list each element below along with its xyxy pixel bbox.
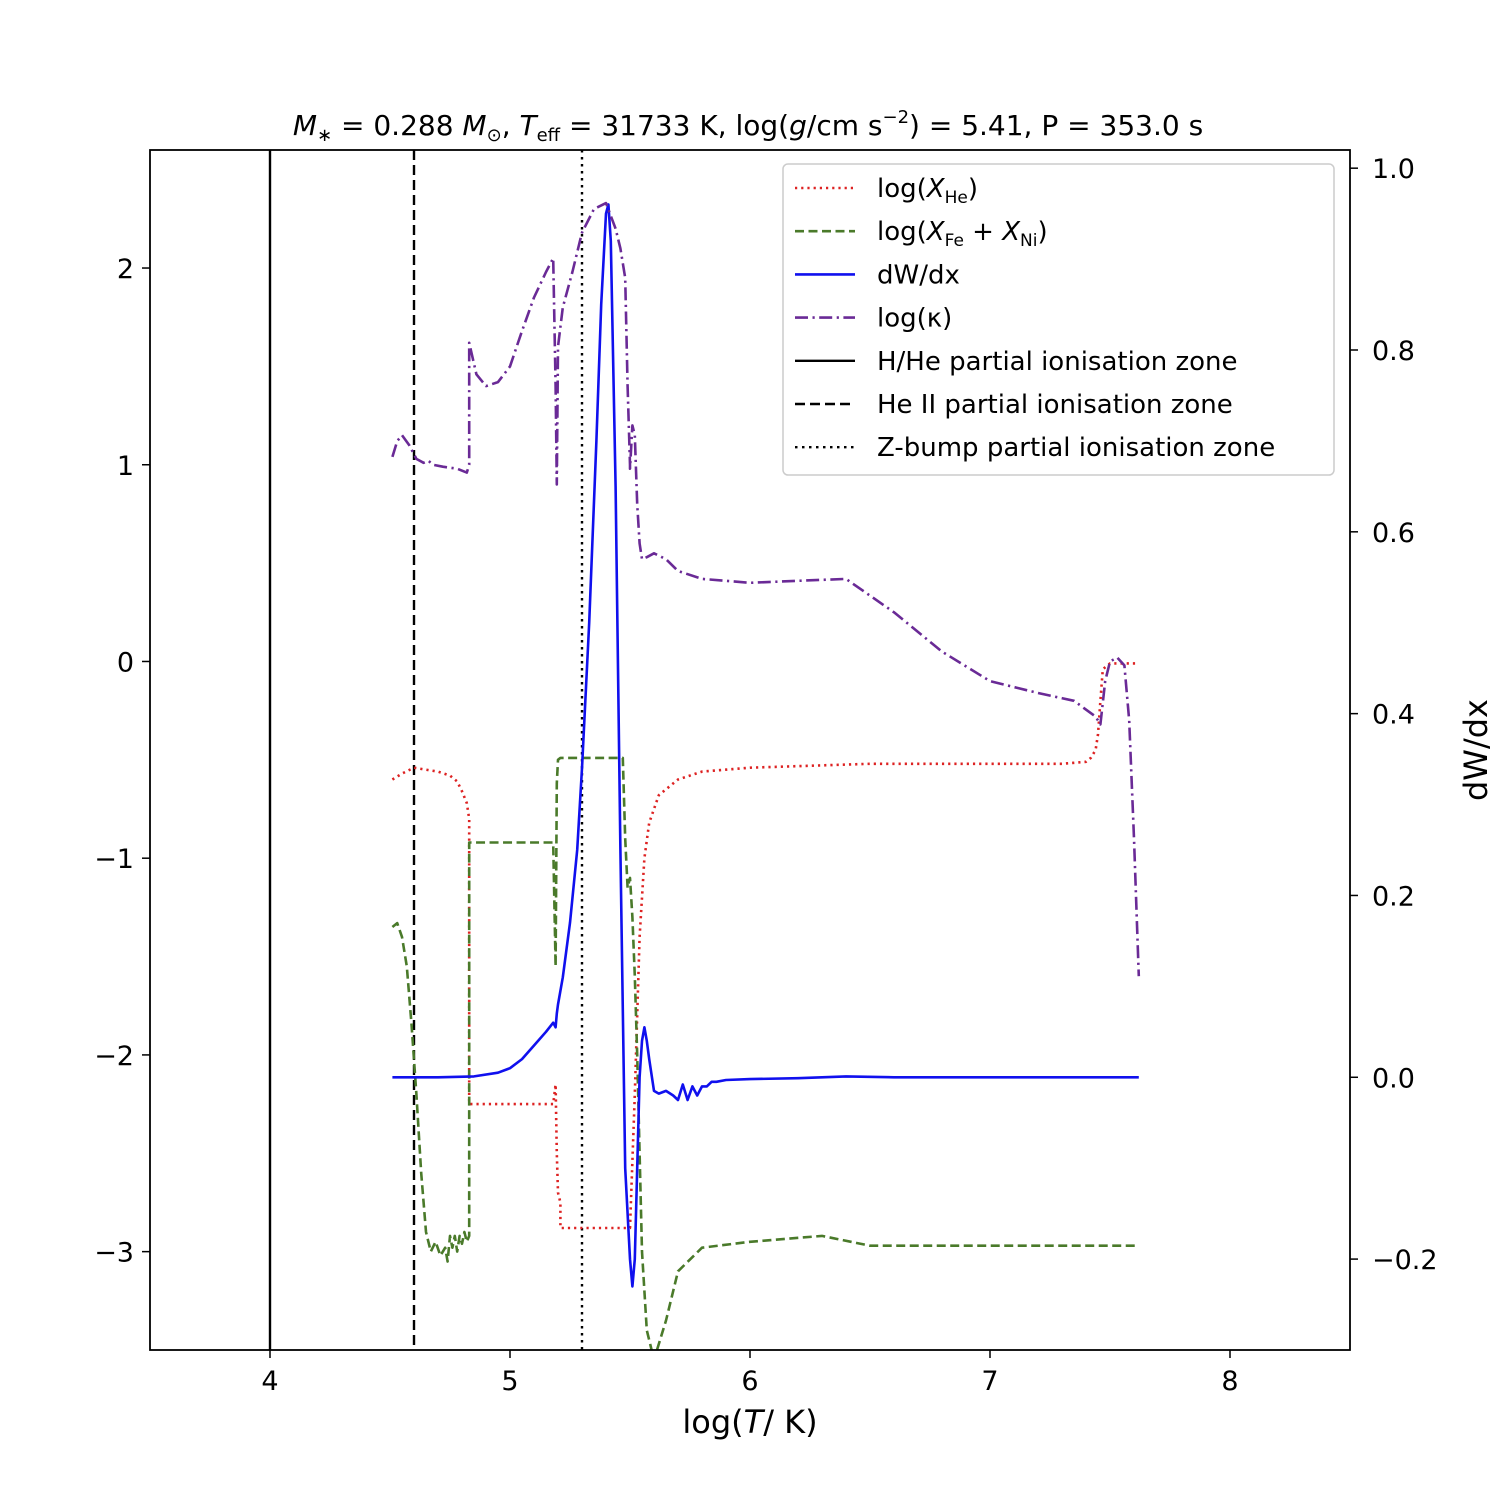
right-y-tick-label: 0.2 [1372, 881, 1415, 912]
legend: log(XHe) log(XFe + XNi) dW/dx log(κ) H/He pa… [782, 163, 1335, 476]
left-y-tick-label: 2 [117, 254, 134, 285]
legend-entries: log(XHe) log(XFe + XNi) dW/dx log(κ) H/He pa… [795, 174, 1275, 463]
right-axis-ticks: −0.2 0.0 0.2 0.4 0.6 0.8 1.0 [1350, 154, 1438, 1276]
legend-label-dw-dx: dW/dx [877, 260, 960, 290]
series-line-log-x-he [391, 662, 1139, 1230]
left-y-tick-label: 1 [117, 451, 134, 482]
x-tick-label: 8 [1221, 1366, 1238, 1397]
right-y-tick-label: 1.0 [1372, 154, 1415, 185]
right-y-tick-label: 0.6 [1372, 518, 1415, 549]
left-y-tick-label: −2 [94, 1041, 134, 1072]
ionisation-zone-lines [268, 150, 584, 1350]
right-y-tick-label: 0.4 [1372, 700, 1415, 731]
chart-title: M∗ = 0.288 M⊙, Teff = 31733 K, log(g/cm … [293, 107, 1203, 146]
series-line-log [391, 201, 1141, 977]
left-y-tick-label: −1 [94, 844, 134, 875]
legend-label-log-x-fe-x-ni: log(XFe + XNi) [877, 217, 1048, 251]
x-axis-label: log(T/ K) [682, 1403, 817, 1441]
left-y-tick-label: 0 [117, 647, 134, 678]
x-tick-label: 5 [501, 1366, 518, 1397]
x-tick-label: 6 [741, 1366, 758, 1397]
x-axis-ticks: 4 5 6 7 8 [261, 1350, 1239, 1397]
legend-label-he-ii-partial-ionisation-zone: He II partial ionisation zone [877, 390, 1233, 420]
series-lines [391, 201, 1141, 1350]
legend-label-z-bump-partial-ionisation-zone: Z-bump partial ionisation zone [877, 433, 1275, 463]
right-y-tick-label: −0.2 [1372, 1245, 1438, 1276]
series-line-log-x-fe-x-ni [391, 756, 1139, 1350]
left-y-tick-label: −3 [94, 1238, 134, 1269]
left-axis-ticks: −3 −2 −1 0 1 2 [94, 254, 150, 1269]
right-y-tick-label: 0.8 [1372, 336, 1415, 367]
series-line-dw-dx [392, 203, 1139, 1288]
x-tick-label: 7 [981, 1366, 998, 1397]
legend-label-h-he-partial-ionisation-zone: H/He partial ionisation zone [877, 347, 1238, 377]
legend-label-log-x-he: log(XHe) [877, 174, 978, 208]
right-axis-label: dW/dx [1457, 699, 1495, 801]
x-tick-label: 4 [261, 1366, 278, 1397]
legend-box [782, 163, 1335, 476]
legend-label-log: log(κ) [877, 304, 952, 334]
right-y-tick-label: 0.0 [1372, 1063, 1415, 1094]
